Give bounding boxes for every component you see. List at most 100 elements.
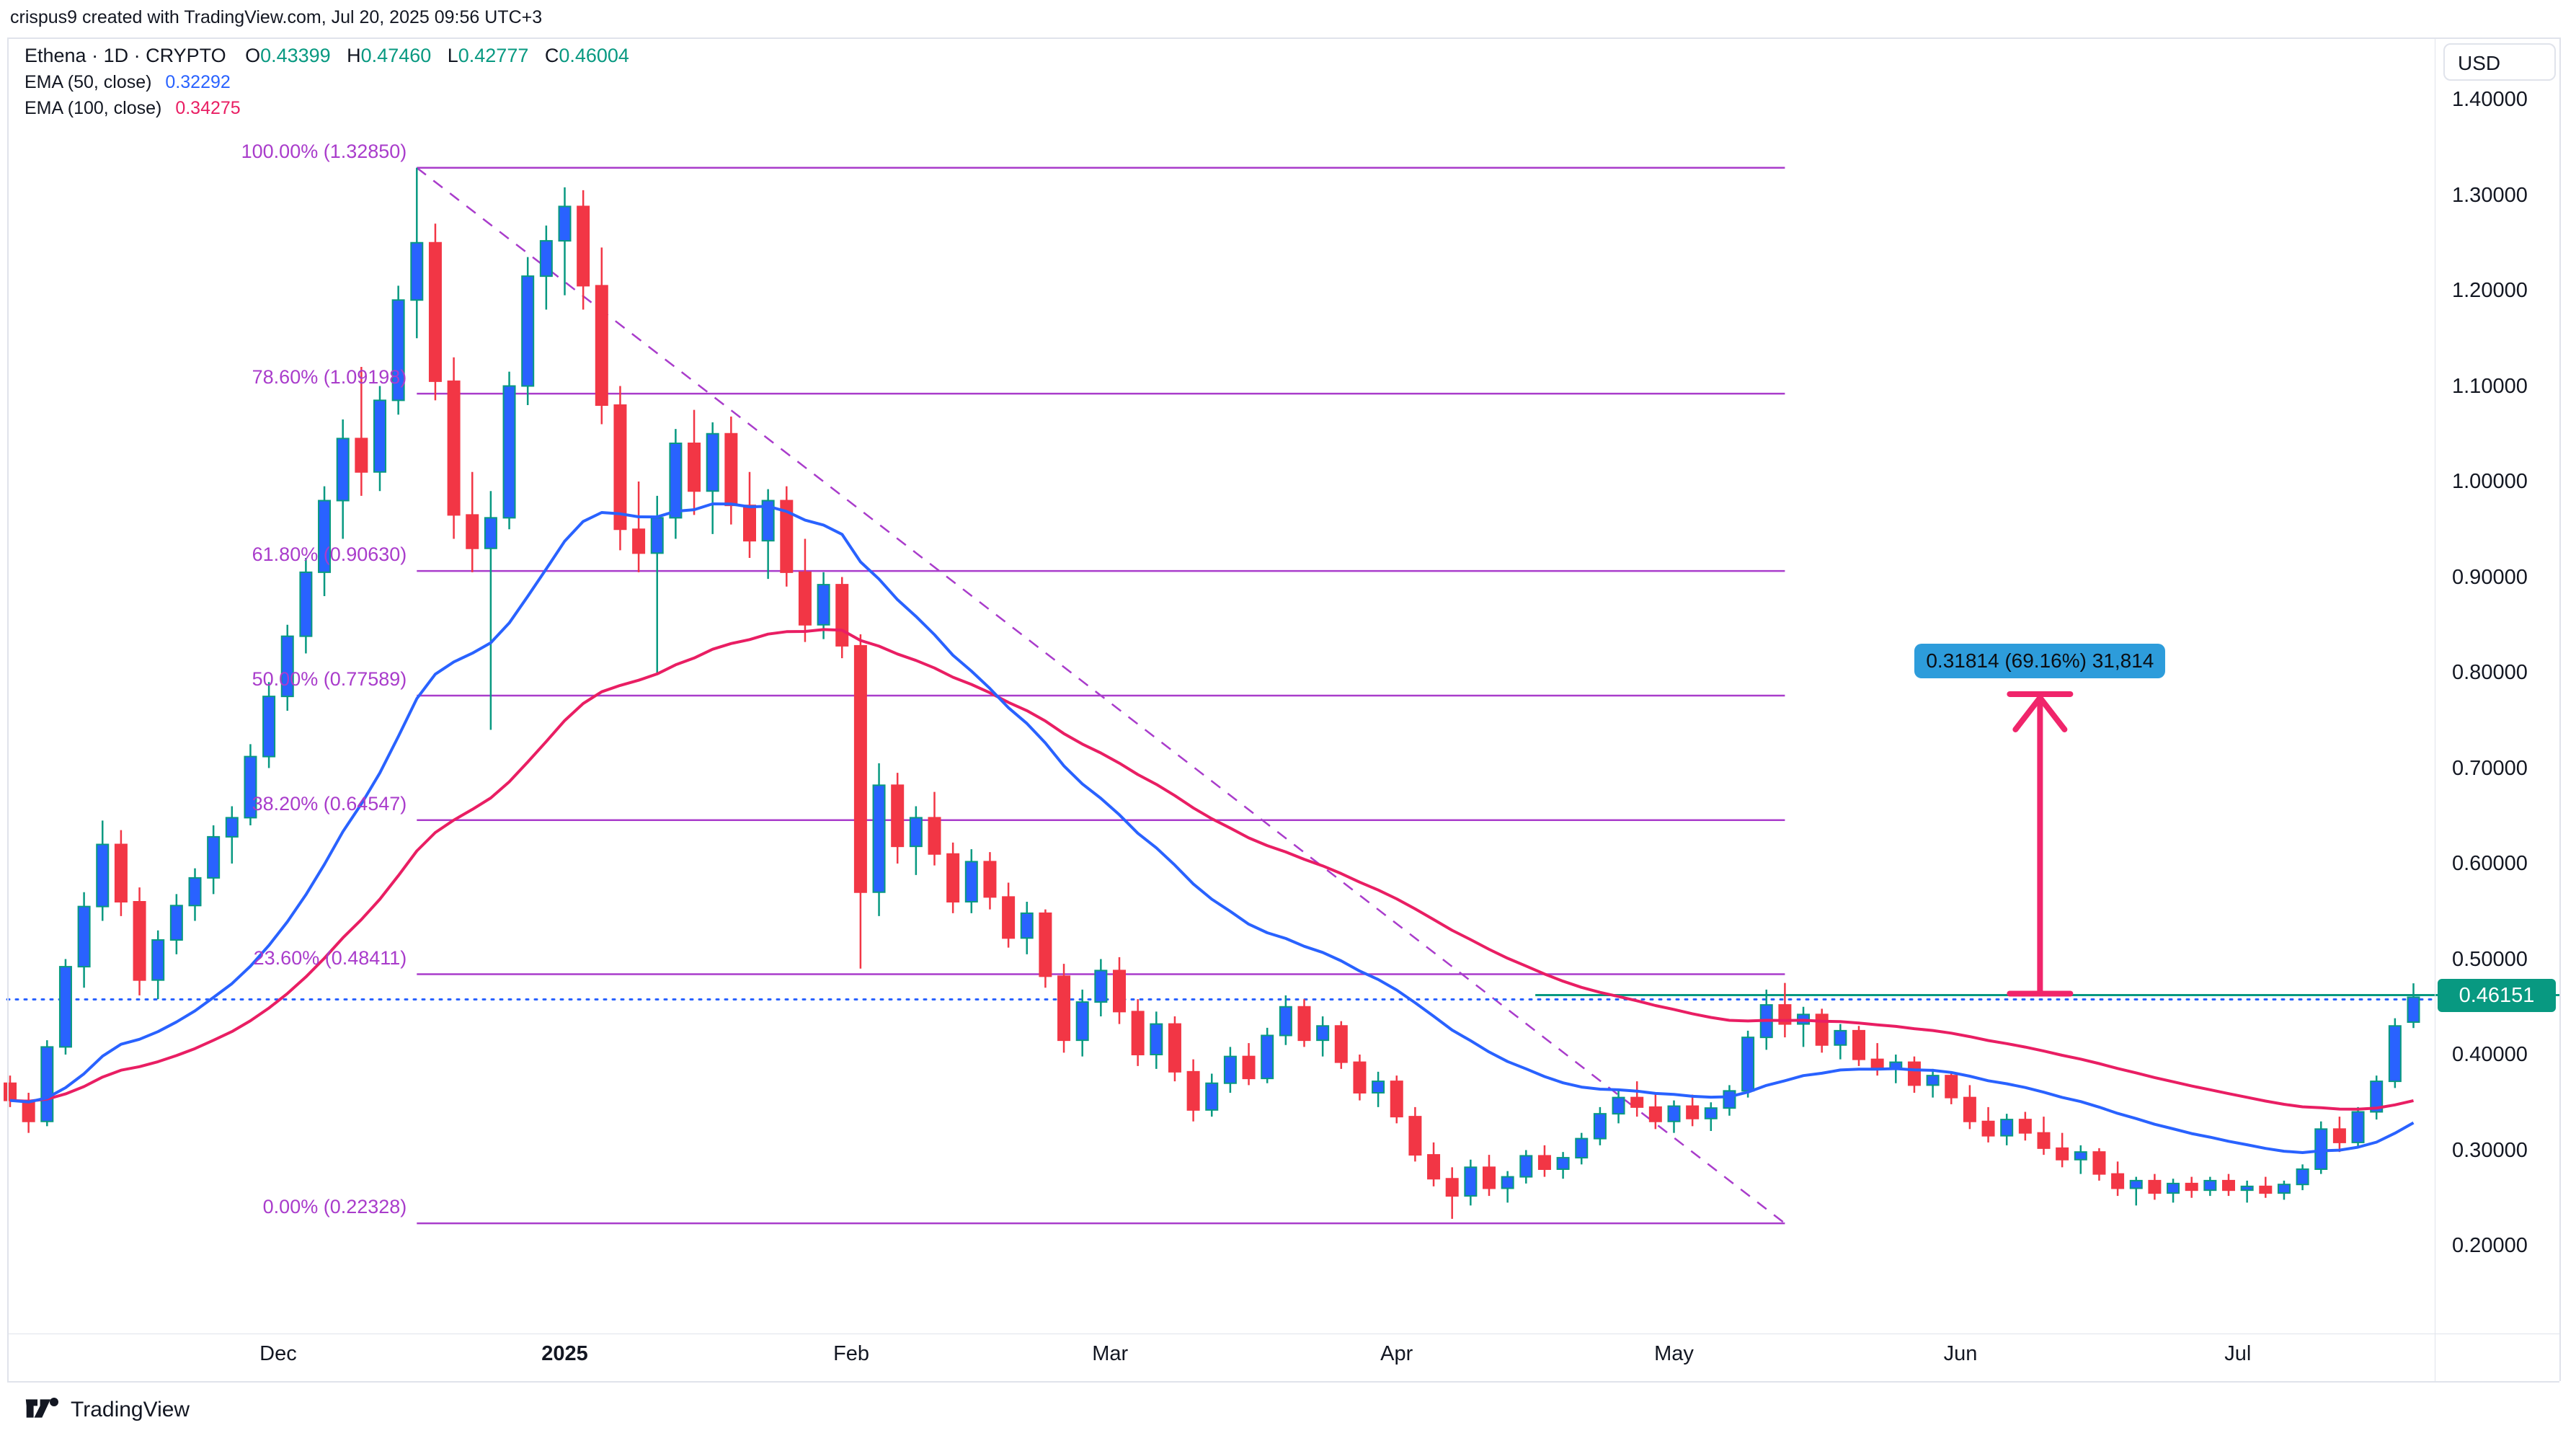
fib-level-label: 100.00% (1.32850) [241,140,407,162]
candle-body [1723,1090,1736,1109]
candle-body [280,635,294,698]
candle-body [77,905,91,968]
candle-body [521,275,535,387]
candle-body [1057,975,1071,1042]
ohlc-close: C0.46004 [544,45,629,66]
candle-body [1020,912,1034,939]
candle-body [1445,1178,1459,1197]
candle-body [1372,1081,1385,1093]
time-tick-label: 2025 [541,1342,588,1365]
ema50-legend-row[interactable]: EMA (50, close) 0.32292 [25,72,642,93]
ema100-line[interactable] [9,628,2414,1111]
candle-body [798,571,812,626]
candle-body [58,966,72,1048]
currency-selector[interactable]: USD [2443,43,2556,81]
ema100-legend-row[interactable]: EMA (100, close) 0.34275 [25,98,642,119]
candle-body [2056,1147,2069,1161]
candle-body [1537,1155,1551,1170]
candle-body [853,644,867,893]
candle-body [1039,912,1052,977]
candle-body [207,835,221,879]
candle-body [2111,1173,2125,1189]
time-tick-label: Feb [833,1342,870,1365]
candle-body [1556,1157,1570,1170]
candle-body [688,443,701,492]
measure-arrow[interactable] [2012,694,2043,732]
time-tick-label: Jun [1943,1342,1978,1365]
fib-level-label: 61.80% (0.90630) [252,544,407,566]
fib-level-label: 38.20% (0.64547) [252,792,407,815]
candle-body [1390,1081,1403,1118]
candle-body [1704,1107,1718,1119]
ema100-label: EMA (100, close) [25,98,162,118]
price-tick-label: 0.80000 [2452,661,2528,684]
candle-body [1279,1006,1292,1037]
widget-right-border [2559,37,2561,1381]
candle-body [835,584,849,647]
symbol-title: Ethena · 1D · CRYPTO [25,45,226,66]
candle-body [1223,1055,1237,1084]
candle-body [428,241,442,382]
candle-body [613,404,627,531]
candle-body [669,443,683,519]
tradingview-logo[interactable]: TradingView [25,1396,190,1424]
candle-body [466,514,479,549]
candle-body [539,240,553,278]
ema50-value: 0.32292 [165,72,231,92]
candle-body [1667,1105,1681,1122]
measure-callout[interactable]: 0.31814 (69.16%) 31,814 [1914,644,2166,678]
candle-body [1205,1082,1219,1111]
fib-level-label: 78.60% (1.09198) [252,366,407,389]
candle-body [1501,1176,1514,1189]
candle-body [891,784,905,848]
candle-body [1150,1023,1163,1055]
candle-body [946,853,960,902]
candle-body [983,861,997,898]
ema50-line[interactable] [9,502,2415,1154]
price-tick-label: 1.40000 [2452,88,2528,111]
price-tick-label: 1.20000 [2452,279,2528,302]
candle-body [22,1099,35,1122]
candle-body [2018,1119,2032,1134]
ohlc-open: O0.43399 [245,45,331,66]
candle-body [1852,1029,1865,1060]
candle-body [447,380,461,516]
price-tick-label: 0.20000 [2452,1234,2528,1257]
candle-body [1316,1025,1330,1042]
price-tick-label: 0.40000 [2452,1043,2528,1066]
candle-body [2222,1179,2235,1192]
measure-arrow[interactable] [2037,694,2068,732]
symbol-legend-row[interactable]: Ethena · 1D · CRYPTO O0.43399 H0.47460 L… [25,45,642,67]
candle-body [2407,996,2420,1023]
chart-legend: Ethena · 1D · CRYPTO O0.43399 H0.47460 L… [25,45,642,119]
candle-body [1113,970,1126,1013]
candle-body [1575,1137,1589,1159]
candle-body [373,399,386,473]
candle-body [1981,1120,1995,1137]
fib-trend-line[interactable] [416,167,1786,1225]
candle-body [1427,1154,1441,1180]
tradingview-logo-icon [25,1398,58,1418]
candle-body [2129,1179,2143,1189]
fib-level-label: 23.60% (0.48411) [253,946,407,969]
candle-body [1686,1105,1700,1119]
widget-left-border [7,37,9,1381]
candle-body [1334,1025,1348,1063]
candle-body [1002,896,1016,939]
candle-body [1261,1034,1274,1080]
candle-body [2277,1184,2291,1194]
candle-body [780,500,794,573]
candle-body [1408,1116,1422,1156]
candle-body [318,500,332,573]
candle-body [964,861,978,902]
candle-body [2388,1025,2402,1083]
candle-body [410,241,424,301]
ema100-value: 0.34275 [175,98,241,118]
candle-body [2074,1151,2087,1161]
candle-body [2092,1151,2106,1175]
candle-body [133,901,146,981]
candle-body [817,584,830,626]
candle-body [391,299,405,401]
candle-body [2185,1182,2198,1192]
